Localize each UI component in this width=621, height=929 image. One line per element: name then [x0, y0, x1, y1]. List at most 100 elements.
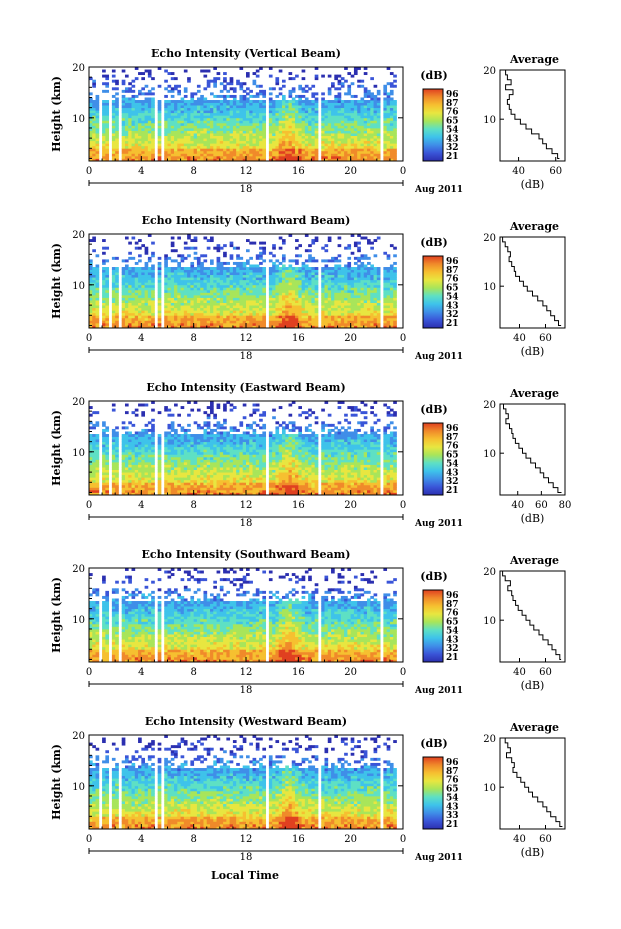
heatmap-cell — [89, 287, 93, 291]
heatmap-cell — [206, 115, 211, 119]
heatmap-cell — [281, 241, 286, 245]
heatmap-cell — [278, 274, 283, 278]
heatmap-cell — [327, 148, 332, 152]
heatmap-cell — [337, 267, 342, 270]
heatmap-cell — [357, 294, 361, 298]
heatmap-cell — [164, 100, 168, 103]
heatmap-cell — [268, 158, 273, 162]
heatmap-cell — [203, 107, 208, 111]
heatmap-cell — [324, 317, 329, 321]
heatmap-cell — [213, 274, 217, 278]
heatmap-cell — [206, 138, 211, 142]
heatmap-cell — [229, 155, 234, 159]
heatmap-cell — [115, 277, 119, 281]
heatmap-cell — [242, 112, 247, 116]
heatmap-cell — [102, 143, 106, 147]
heatmap-cell — [111, 143, 116, 147]
heatmap-cell — [393, 320, 397, 324]
heatmap-cell — [288, 259, 293, 263]
heatmap-cell — [196, 322, 201, 326]
heatmap-cell — [314, 115, 319, 119]
heatmap-cell — [268, 317, 273, 321]
heatmap-cell — [144, 92, 149, 96]
heatmap-cell — [376, 307, 381, 311]
heatmap-cell — [246, 307, 250, 311]
heatmap-cell — [105, 310, 110, 314]
heatmap-cell — [291, 292, 296, 296]
heatmap-cell — [141, 279, 146, 283]
heatmap-cell — [226, 120, 231, 124]
heatmap-cell — [210, 92, 214, 96]
heatmap-cell — [295, 115, 299, 119]
heatmap-cell — [236, 82, 240, 86]
heatmap-cell — [213, 127, 217, 131]
heatmap-cell — [350, 251, 355, 255]
heatmap-cell — [350, 122, 355, 126]
heatmap-cell — [304, 155, 309, 159]
heatmap-cell — [246, 315, 250, 319]
heatmap-cell — [393, 317, 397, 321]
heatmap-cell — [373, 97, 378, 101]
heatmap-cell — [134, 135, 139, 139]
heatmap-cell — [196, 148, 201, 152]
heatmap-cell — [347, 135, 352, 139]
heatmap-cell — [200, 274, 204, 278]
heatmap-cell — [236, 112, 240, 116]
heatmap-cell — [246, 289, 250, 293]
heatmap-cell — [232, 320, 237, 324]
heatmap-cell — [278, 269, 283, 273]
heatmap-cell — [246, 140, 250, 144]
heatmap-cell — [216, 158, 221, 162]
heatmap-cell — [92, 441, 96, 445]
heatmap-cell — [128, 110, 132, 114]
heatmap-cell — [89, 472, 93, 476]
heatmap-cell — [373, 110, 378, 114]
heatmap-cell — [383, 312, 388, 316]
heatmap-cell — [344, 292, 348, 296]
heatmap-cell — [314, 284, 319, 288]
heatmap-cell — [275, 112, 280, 116]
heatmap-cell — [105, 117, 110, 121]
heatmap-cell — [331, 135, 335, 139]
heatmap-cell — [350, 307, 355, 311]
profile-x-tick-label: 40 — [513, 333, 526, 344]
heatmap-cell — [321, 325, 325, 329]
heatmap-cell — [370, 127, 374, 131]
heatmap-cell — [344, 100, 348, 103]
heatmap-cell — [331, 82, 335, 86]
heatmap-cell — [393, 84, 397, 88]
heatmap-cell — [196, 325, 201, 329]
heatmap-cell — [275, 294, 280, 298]
heatmap-cell — [128, 305, 132, 309]
heatmap-cell — [327, 133, 332, 136]
heatmap-cell — [331, 320, 335, 324]
heatmap-cell — [183, 143, 188, 147]
heatmap-cell — [121, 312, 126, 316]
heatmap-cell — [340, 294, 345, 298]
heatmap-cell — [206, 84, 211, 88]
heatmap-cell — [183, 120, 188, 124]
heatmap-cell — [327, 307, 332, 311]
heatmap-cell — [232, 150, 237, 154]
y-axis-label: Height (km) — [50, 76, 63, 152]
heatmap-cell — [187, 289, 191, 293]
heatmap-cell — [206, 100, 211, 103]
heatmap-cell — [232, 279, 237, 283]
heatmap-cell — [321, 272, 325, 276]
heatmap-cell — [268, 322, 273, 326]
heatmap-cell — [288, 307, 293, 311]
heatmap-cell — [190, 289, 195, 293]
heatmap-cell — [255, 120, 260, 124]
heatmap-cell — [200, 69, 204, 73]
heatmap-cell — [272, 135, 276, 139]
heatmap-cell — [334, 112, 338, 116]
heatmap-cell — [128, 97, 132, 101]
heatmap-cell — [177, 282, 181, 286]
heatmap-cell — [102, 441, 106, 445]
heatmap-cell — [151, 292, 155, 296]
heatmap-cell — [334, 122, 338, 126]
heatmap-cell — [121, 317, 126, 321]
heatmap-cell — [363, 300, 368, 303]
heatmap-cell — [340, 150, 345, 154]
heatmap-cell — [255, 305, 260, 309]
